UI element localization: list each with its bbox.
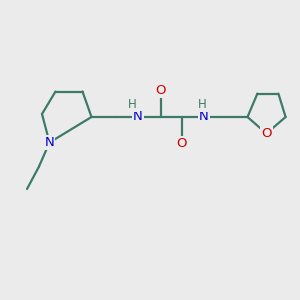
Text: H: H — [198, 98, 207, 111]
Text: H: H — [128, 98, 137, 111]
Text: O: O — [261, 127, 272, 140]
Text: N: N — [199, 110, 209, 124]
Text: N: N — [133, 110, 143, 124]
Text: N: N — [45, 136, 54, 149]
Text: O: O — [155, 84, 166, 97]
Text: O: O — [176, 137, 187, 150]
